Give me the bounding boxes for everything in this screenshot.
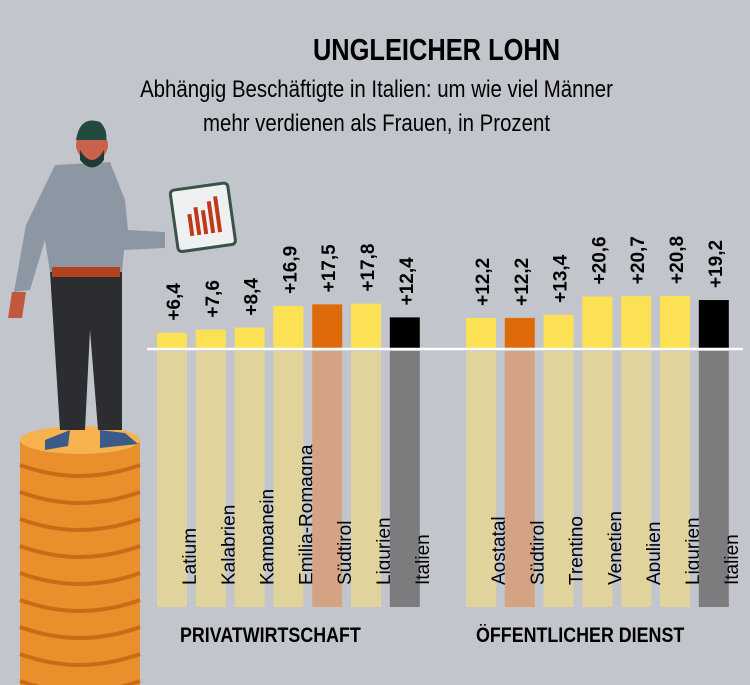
value-label: +12,4 (397, 257, 418, 306)
chart-title: UNGLEICHER LOHN (312, 32, 561, 67)
category-band (543, 351, 574, 607)
coin-edge (19, 544, 141, 559)
coin-edge (19, 652, 141, 667)
category-label: Ligurien (374, 517, 395, 585)
coin-edge (19, 490, 141, 505)
coin-edge (19, 571, 141, 586)
category-label: Südtirol (528, 521, 549, 585)
bar (195, 329, 226, 349)
category-label: Italien (413, 534, 434, 585)
value-label: +12,2 (512, 258, 533, 306)
bar (466, 317, 496, 349)
category-label: Italien (722, 534, 743, 585)
category-band (389, 351, 420, 607)
category-band (312, 351, 343, 607)
chart-subtitle-line1: Abhängig Beschäftigte in Italien: um wie… (140, 76, 613, 103)
bar (660, 295, 690, 349)
chart-subtitle-line2: mehr verdienen als Frauen, in Prozent (203, 110, 550, 137)
category-label: Emilia-Romagna (296, 444, 317, 585)
value-label: +8,4 (242, 278, 263, 316)
value-label: +12,2 (473, 258, 494, 306)
category-label: Apulien (644, 522, 665, 585)
coin-edge (19, 517, 141, 532)
value-label: +20,7 (628, 236, 649, 284)
bar (504, 317, 535, 349)
category-band (351, 351, 381, 607)
category-label: Südtirol (335, 521, 356, 585)
coin-edge (19, 598, 141, 613)
value-label: +17,8 (358, 244, 379, 292)
tablet-with-chart-icon (168, 181, 237, 254)
bar (351, 303, 381, 349)
category-label: Trentino (567, 516, 588, 585)
category-label: Aostatal (489, 516, 510, 585)
man-figure (8, 120, 165, 450)
bar (273, 305, 304, 349)
group-label-private: PRIVATWIRTSCHAFT (180, 624, 361, 647)
category-band (157, 351, 187, 607)
value-label: +7,6 (203, 280, 224, 318)
coin-edge (19, 625, 141, 640)
category-band (273, 351, 304, 607)
category-band (195, 351, 226, 607)
category-label: Ligurien (683, 517, 704, 585)
bar (389, 317, 420, 349)
bar (698, 300, 729, 349)
value-label: +16,9 (280, 246, 301, 294)
value-label: +6,4 (164, 283, 185, 321)
coin-edge (19, 463, 141, 478)
bar (621, 296, 652, 349)
category-label: Latium (180, 528, 201, 585)
category-band (582, 351, 613, 607)
value-label: +17,5 (319, 244, 340, 293)
bar (582, 296, 613, 349)
category-band (698, 351, 729, 607)
value-label: +20,8 (667, 236, 688, 284)
category-label: Venetien (605, 511, 626, 585)
category-label: Kampanein (258, 489, 279, 585)
bar (543, 314, 574, 349)
bar (312, 304, 343, 349)
category-band (504, 351, 535, 607)
value-label: +13,4 (551, 254, 572, 303)
group-label-public: ÖFFENTLICHER DIENST (476, 624, 685, 647)
category-band (466, 351, 496, 607)
man-on-coins-illustration (8, 120, 237, 685)
category-label: Kalabrien (219, 505, 240, 585)
bar (157, 332, 187, 349)
category-band (660, 351, 690, 607)
category-band (621, 351, 652, 607)
bar (234, 327, 265, 349)
value-label: +20,6 (589, 236, 610, 284)
category-band (234, 351, 265, 607)
value-label: +19,2 (706, 240, 727, 288)
coin-stack (19, 426, 141, 685)
